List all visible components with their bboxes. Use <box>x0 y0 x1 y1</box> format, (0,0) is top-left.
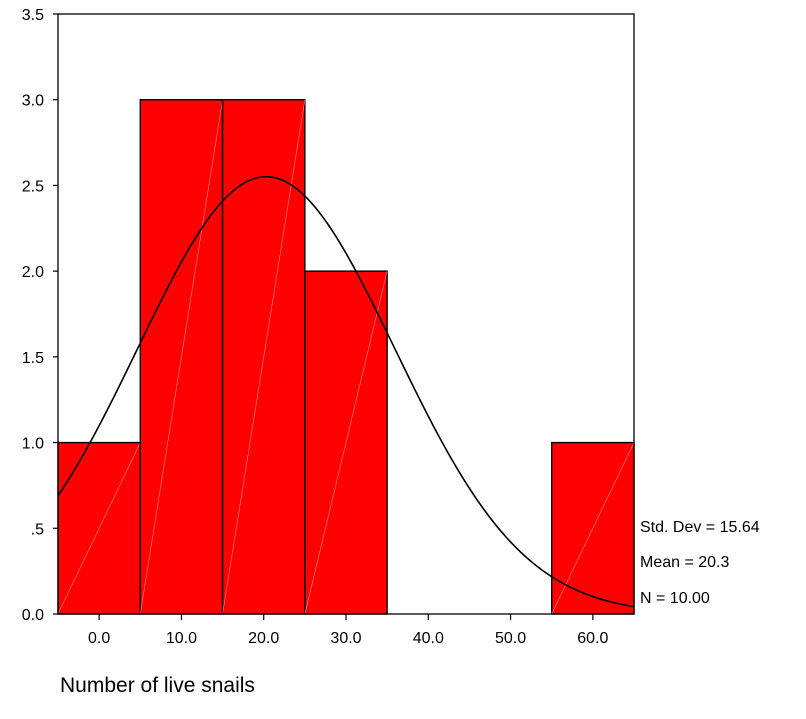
x-tick-label-0: 0.0 <box>88 630 110 647</box>
x-tick-label-2: 20.0 <box>248 630 279 647</box>
n-label: N = 10.00 <box>640 590 710 607</box>
y-tick-label-2: 1.0 <box>22 436 44 453</box>
y-tick-label-5: 2.5 <box>22 178 44 195</box>
x-tick-label-3: 30.0 <box>330 630 361 647</box>
bar-shading-line-1 <box>139 99 223 615</box>
mean-label: Mean = 20.3 <box>640 554 730 571</box>
y-tick-label-0: 0.0 <box>22 607 44 624</box>
y-tick-label-6: 3.0 <box>22 93 44 110</box>
x-axis-title: Number of live snails <box>60 674 255 697</box>
y-axis: 0.0 .5 1.0 1.5 2.0 2.5 3.0 3.5 <box>22 7 58 624</box>
x-tick-label-1: 10.0 <box>166 630 197 647</box>
y-tick-label-7: 3.5 <box>22 7 44 24</box>
x-axis: 0.0 10.0 20.0 30.0 40.0 50.0 60.0 <box>88 614 609 647</box>
y-tick-label-3: 1.5 <box>22 350 44 367</box>
x-tick-label-4: 40.0 <box>413 630 444 647</box>
x-tick-label-5: 50.0 <box>495 630 526 647</box>
x-tick-label-6: 60.0 <box>577 630 608 647</box>
normal-curve <box>57 175 635 608</box>
y-tick-label-1: .5 <box>31 521 44 538</box>
y-tick-label-4: 2.0 <box>22 264 44 281</box>
bar-shading-line-0 <box>57 442 141 615</box>
std-dev-label: Std. Dev = 15.64 <box>640 519 760 536</box>
bars-group <box>57 99 635 615</box>
bar-shading-line-3 <box>304 271 388 615</box>
